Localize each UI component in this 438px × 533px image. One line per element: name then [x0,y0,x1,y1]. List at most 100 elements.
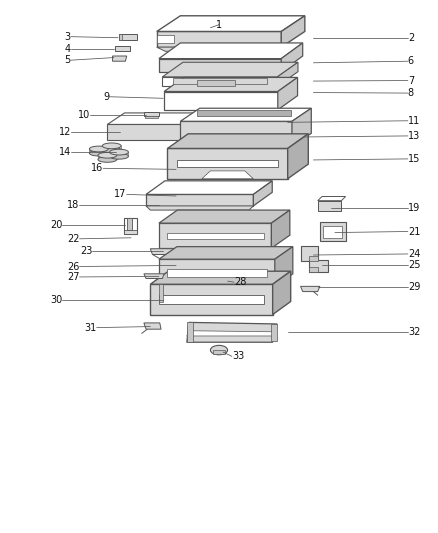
Ellipse shape [89,146,108,152]
Polygon shape [183,113,200,140]
Text: 31: 31 [85,322,97,333]
Polygon shape [107,124,183,140]
Text: 11: 11 [408,116,420,126]
Polygon shape [159,247,293,259]
Text: 23: 23 [80,246,92,256]
Ellipse shape [102,143,121,149]
Polygon shape [197,80,235,86]
Polygon shape [159,223,272,248]
Polygon shape [323,226,342,238]
Polygon shape [320,222,346,241]
Polygon shape [187,331,275,336]
Polygon shape [281,43,303,71]
Text: 33: 33 [232,351,244,361]
Polygon shape [173,78,267,84]
Polygon shape [277,62,298,86]
Polygon shape [202,171,253,179]
Polygon shape [107,113,200,124]
Polygon shape [120,34,138,41]
Text: 5: 5 [65,55,71,65]
Text: 2: 2 [408,33,414,43]
Ellipse shape [110,154,128,159]
Polygon shape [187,322,193,342]
Polygon shape [162,62,298,77]
Polygon shape [187,322,277,342]
Polygon shape [177,160,278,167]
Polygon shape [238,113,294,125]
Polygon shape [275,247,293,286]
Polygon shape [120,34,123,41]
Text: 20: 20 [50,220,62,230]
Polygon shape [288,134,308,179]
Polygon shape [180,122,292,147]
Ellipse shape [102,147,121,153]
Polygon shape [157,35,174,43]
Text: 29: 29 [408,282,420,293]
Text: 19: 19 [408,203,420,213]
Polygon shape [162,77,277,86]
Polygon shape [300,286,320,292]
Polygon shape [159,210,290,223]
Polygon shape [278,77,297,110]
Polygon shape [318,201,341,211]
Ellipse shape [98,152,117,158]
Polygon shape [159,259,275,286]
Polygon shape [144,274,164,279]
Polygon shape [146,206,253,210]
Polygon shape [164,92,278,110]
Polygon shape [300,246,318,261]
Polygon shape [124,230,138,233]
Text: 30: 30 [50,295,62,305]
Polygon shape [159,59,281,71]
Polygon shape [144,112,159,116]
Text: 9: 9 [103,92,110,102]
Polygon shape [253,181,272,206]
Text: 22: 22 [67,234,79,244]
Text: 16: 16 [91,163,103,173]
Ellipse shape [110,149,128,155]
Polygon shape [124,219,137,233]
Polygon shape [146,195,253,206]
Polygon shape [167,134,308,149]
Text: 17: 17 [114,189,127,199]
Ellipse shape [98,157,117,162]
Text: 7: 7 [408,76,414,86]
Text: 4: 4 [65,44,71,54]
Polygon shape [271,324,277,341]
Polygon shape [167,149,288,179]
Text: 25: 25 [408,260,420,270]
Text: 15: 15 [408,154,420,164]
Text: 28: 28 [234,277,247,287]
Text: 10: 10 [78,110,90,120]
Text: 1: 1 [216,20,222,30]
Polygon shape [318,197,346,201]
Polygon shape [159,295,264,304]
Polygon shape [309,260,328,272]
Polygon shape [309,266,318,272]
Text: 26: 26 [67,262,79,271]
Polygon shape [157,31,281,47]
Text: 8: 8 [408,88,414,98]
Text: 24: 24 [408,249,420,259]
Polygon shape [144,323,161,329]
Polygon shape [197,110,291,116]
Polygon shape [110,152,128,156]
Polygon shape [166,269,267,277]
Polygon shape [272,210,290,248]
Text: 27: 27 [67,272,79,282]
Polygon shape [150,249,174,254]
Ellipse shape [89,150,108,156]
Polygon shape [150,284,272,314]
Text: 18: 18 [67,200,79,211]
Text: 32: 32 [408,327,420,337]
Polygon shape [150,271,291,284]
Polygon shape [166,232,264,239]
Polygon shape [127,219,132,230]
Polygon shape [272,271,291,314]
Polygon shape [281,16,305,47]
Text: 6: 6 [408,56,414,66]
Polygon shape [159,43,303,59]
Polygon shape [113,56,127,61]
Text: 12: 12 [59,127,71,137]
Polygon shape [180,108,311,122]
